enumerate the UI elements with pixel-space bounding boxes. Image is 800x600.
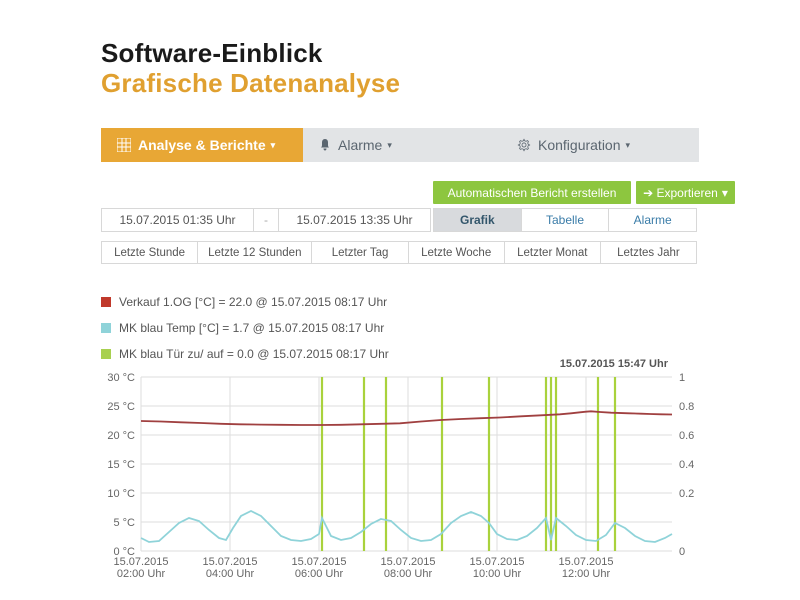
svg-text:15.07.2015: 15.07.2015 [202,556,257,568]
svg-text:5 °C: 5 °C [113,517,135,529]
svg-text:12:00 Uhr: 12:00 Uhr [562,568,611,580]
svg-text:0.4: 0.4 [679,459,694,471]
svg-text:10 °C: 10 °C [107,488,135,500]
svg-text:0.2: 0.2 [679,488,694,500]
svg-text:1: 1 [679,372,685,384]
svg-text:15.07.2015: 15.07.2015 [291,556,346,568]
svg-text:15.07.2015: 15.07.2015 [380,556,435,568]
svg-text:20 °C: 20 °C [107,430,135,442]
svg-text:30 °C: 30 °C [107,372,135,384]
svg-text:15.07.2015: 15.07.2015 [113,556,168,568]
svg-text:02:00 Uhr: 02:00 Uhr [117,568,166,580]
svg-text:0.6: 0.6 [679,430,694,442]
svg-text:15 °C: 15 °C [107,459,135,471]
svg-text:25 °C: 25 °C [107,401,135,413]
svg-text:08:00 Uhr: 08:00 Uhr [384,568,433,580]
svg-text:15.07.2015: 15.07.2015 [469,556,524,568]
svg-text:15.07.2015: 15.07.2015 [558,556,613,568]
svg-text:0: 0 [679,546,685,558]
svg-text:04:00 Uhr: 04:00 Uhr [206,568,255,580]
svg-text:06:00 Uhr: 06:00 Uhr [295,568,344,580]
svg-text:10:00 Uhr: 10:00 Uhr [473,568,522,580]
svg-text:0.8: 0.8 [679,401,694,413]
